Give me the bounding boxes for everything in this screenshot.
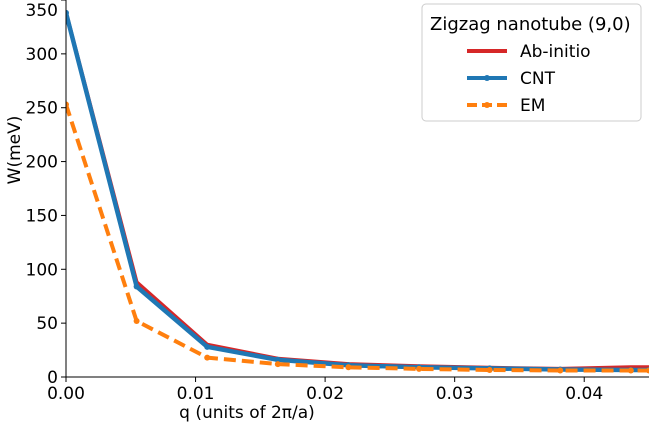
data-point [133,283,140,290]
data-point [204,354,211,361]
data-point [345,364,352,371]
y-tick-label: 50 [36,314,58,334]
data-point [66,101,69,108]
y-tick-label: 0 [47,368,58,388]
data-point [557,367,564,374]
y-tick-label: 200 [26,153,58,173]
axes: 0.00 0.01 0.02 0.03 0.04 0 50 100 150 200 250 300 35… [26,0,649,404]
series-line-em [66,103,649,373]
x-tick-label: 0.01 [177,384,215,404]
data-point [274,361,281,368]
series-group [66,9,649,374]
x-tick-label: 0.04 [565,384,603,404]
legend-label: CNT [520,69,556,89]
y-tick-label: 300 [26,45,58,65]
data-point [646,367,649,374]
legend-title: Zigzag nanotube (9,0) [430,14,631,35]
data-point [133,317,140,324]
y-tick-label: 250 [26,99,58,119]
data-point [416,365,423,372]
legend-entry: Ab-initio [467,42,591,62]
series-line-cnt [66,12,649,373]
plot-area [66,9,649,374]
x-tick-label: 0.03 [436,384,474,404]
legend-box [421,3,642,122]
y-tick-label: 350 [26,1,58,21]
data-point [66,9,69,16]
data-point [204,343,211,350]
legend-marker [484,75,490,81]
data-point [627,367,634,374]
y-axis-label: W(meV) [5,116,25,185]
y-tick-label: 150 [26,206,58,226]
x-axis-label: q (units of 2π/a) [179,403,315,423]
x-tick-label: 0.02 [306,384,344,404]
data-point [274,356,281,363]
legend-entry: CNT [467,69,556,89]
y-tick-label: 100 [26,260,58,280]
x-tick-label: 0.00 [47,384,85,404]
legend-marker [484,102,490,108]
legend-entry: EM [467,96,545,116]
data-point [486,366,493,373]
legend-label: EM [520,96,545,116]
legend: Zigzag nanotube (9,0) Ab-initio CNT EM [421,3,642,122]
legend-label: Ab-initio [520,42,591,62]
